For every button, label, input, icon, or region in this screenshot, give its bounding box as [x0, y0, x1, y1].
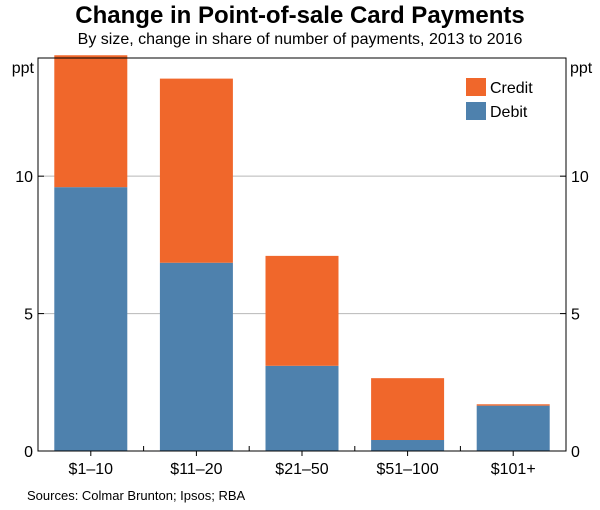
chart-title: Change in Point-of-sale Card Payments	[75, 2, 525, 29]
y-tick-label-right: 0	[571, 444, 580, 461]
y-tick-label-right: 5	[571, 307, 580, 324]
x-tick-label: $101+	[491, 461, 536, 478]
legend-swatch-credit	[466, 78, 486, 96]
legend-swatch-debit	[466, 102, 486, 120]
y-tick-label-left: 5	[24, 307, 33, 324]
bar-credit	[371, 378, 445, 441]
legend-label-credit: Credit	[490, 80, 533, 97]
chart-source: Sources: Colmar Brunton; Ipsos; RBA	[27, 488, 246, 503]
chart-subtitle: By size, change in share of number of pa…	[77, 31, 523, 48]
bar-debit	[265, 365, 339, 451]
y-tick-label-left: 10	[15, 169, 33, 186]
legend-label-debit: Debit	[490, 104, 528, 121]
x-tick-label: $21–50	[275, 461, 328, 478]
plot-frame	[37, 57, 567, 452]
bar-debit	[159, 262, 233, 451]
bar-credit	[476, 404, 550, 406]
x-tick-label: $1–10	[69, 461, 114, 478]
bar-credit	[54, 55, 128, 188]
y-axis-label-right: ppt	[570, 60, 593, 77]
y-axis-label-left: ppt	[12, 60, 35, 77]
x-tick-label: $51–100	[376, 461, 438, 478]
bar-credit	[265, 255, 339, 366]
bar-credit	[159, 78, 233, 263]
y-tick-label-right: 10	[571, 169, 589, 186]
y-tick-label-left: 0	[24, 444, 33, 461]
x-tick-label: $11–20	[170, 461, 222, 478]
stacked-bar-chart: $1–10 $11–20 $21–50 $51–100 $101+ 0 0 5 5 10 10 ppt…	[12, 55, 593, 478]
bar-debit	[54, 187, 128, 451]
bar-debit	[476, 405, 550, 451]
bar-debit	[371, 440, 445, 451]
